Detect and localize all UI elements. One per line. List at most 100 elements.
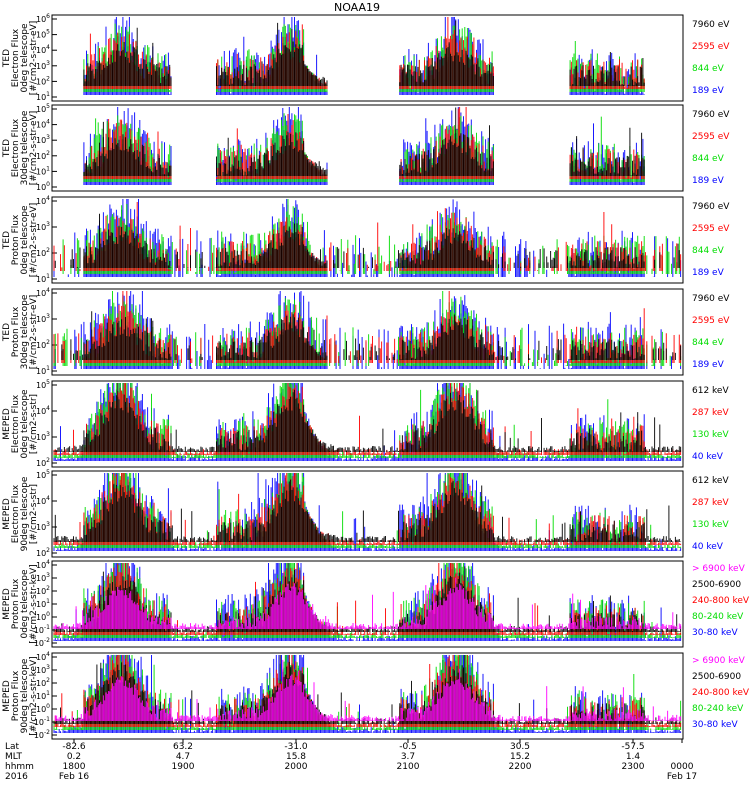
y-axis-label: TED — [2, 49, 12, 68]
footer-lat: 63.2 — [173, 742, 193, 752]
legend-entry: 189 eV — [692, 360, 725, 370]
y-axis-label: 30deg telescope — [20, 294, 30, 369]
y-axis-label: 90deg telescope — [20, 658, 30, 733]
footer-mlt: 15.8 — [286, 752, 306, 762]
y-tick-label: 102 — [36, 75, 50, 86]
footer-row-label: Lat — [5, 742, 20, 752]
y-tick-label: 102 — [36, 247, 50, 258]
footer-hhmm: 2000 — [285, 762, 308, 772]
panel-frame — [51, 196, 684, 284]
y-axis-label: Proton Flux — [11, 670, 21, 721]
y-tick-label: 10-2 — [34, 729, 50, 740]
panel-frame — [51, 288, 684, 376]
footer-mlt: 3.7 — [401, 752, 415, 762]
legend-entry: > 6900 keV — [692, 656, 746, 666]
legend-entry: 30-80 keV — [692, 720, 738, 730]
y-tick-label: 101 — [36, 690, 50, 701]
y-axis-label: 0deg telescope — [20, 23, 30, 93]
legend-entry: 612 keV — [692, 476, 729, 486]
panel-3: 101 102 103 104 TED Proton Flux 0deg telescope… — [2, 195, 730, 284]
y-tick-label: 103 — [36, 664, 50, 675]
y-tick-label: 101 — [36, 165, 50, 176]
footer-lat: -57.5 — [621, 742, 644, 752]
y-axis-label: Electron Flux — [11, 28, 21, 87]
legend-entry: 844 eV — [692, 154, 725, 164]
y-tick-label: 104 — [36, 559, 50, 570]
y-axis-label: TED — [2, 323, 12, 342]
y-axis-label: 30deg telescope — [20, 110, 30, 185]
y-axis-label: TED — [2, 139, 12, 158]
y-tick-label: 103 — [36, 60, 50, 71]
y-tick-label: 103 — [36, 221, 50, 232]
y-axis-label: Electron Flux — [11, 118, 21, 177]
legend-entry: 30-80 keV — [692, 628, 738, 638]
y-tick-label: 105 — [36, 103, 50, 114]
y-tick-label: 106 — [36, 13, 50, 24]
panel-4: 101 102 103 104 TED Proton Flux 30deg telescop… — [2, 287, 730, 376]
legend-entry: 612 keV — [692, 386, 729, 396]
y-axis-label: Proton Flux — [11, 306, 21, 357]
panel-frame — [51, 14, 684, 102]
footer-mlt: 0.2 — [67, 752, 81, 762]
y-axis-label: [#/cm2-s-str] — [29, 394, 39, 454]
flux-trace — [83, 113, 645, 182]
y-tick-label: 104 — [36, 44, 50, 55]
y-tick-label: 104 — [36, 195, 50, 206]
y-tick-label: 10-1 — [34, 624, 50, 635]
y-axis-label: 0deg telescope — [20, 205, 30, 275]
y-tick-label: 10-2 — [34, 637, 50, 648]
y-tick-label: 101 — [36, 598, 50, 609]
legend-entry: 7960 eV — [692, 20, 730, 30]
panel-7: 10-2 10-1 100 101 102 103 104 MEPED Proton Flux 0… — [2, 559, 750, 648]
footer-hhmm: 2100 — [397, 762, 420, 772]
flux-trace — [83, 20, 645, 86]
footer-mlt: 1.4 — [626, 752, 641, 762]
legend-entry: 2500-6900 — [692, 580, 741, 590]
y-tick-label: 105 — [36, 29, 50, 40]
y-tick-label: 101 — [36, 273, 50, 284]
panel-6: 102 103 104 105 MEPED Electron Flux 90deg tele… — [2, 469, 729, 558]
y-axis-label: [#/cm2-s-str-eV] — [29, 295, 39, 370]
y-tick-label: 105 — [36, 469, 50, 480]
footer-lat: -0.5 — [399, 742, 417, 752]
y-tick-label: 102 — [36, 677, 50, 688]
footer-date: Feb 16 — [59, 772, 90, 782]
panel-frame — [51, 104, 684, 192]
legend-entry: 130 keV — [692, 430, 729, 440]
footer-lat: -31.0 — [284, 742, 308, 752]
y-tick-label: 102 — [36, 339, 50, 350]
y-axis-label: [#/cm2-s-str] — [29, 484, 39, 544]
y-tick-label: 103 — [36, 521, 50, 532]
footer-lat: 30.5 — [510, 742, 530, 752]
y-tick-label: 103 — [36, 313, 50, 324]
y-axis-label: Electron Flux — [11, 484, 21, 543]
y-tick-label: 104 — [36, 651, 50, 662]
panel-frame — [51, 380, 684, 468]
legend-entry: 2595 eV — [692, 132, 730, 142]
y-tick-label: 100 — [36, 181, 50, 192]
legend-entry: 287 keV — [692, 408, 729, 418]
footer-hhmm: 2300 — [622, 762, 645, 772]
legend-entry: 130 keV — [692, 520, 729, 530]
y-axis-label: [#/cm2-s-str-eV] — [29, 111, 39, 186]
y-axis-label: MEPED — [2, 680, 12, 712]
footer-row-label: hhmm — [5, 762, 34, 772]
legend-entry: 80-240 keV — [692, 704, 744, 714]
legend-entry: 189 eV — [692, 176, 725, 186]
y-tick-label: 104 — [36, 119, 50, 130]
y-tick-label: 105 — [36, 379, 50, 390]
flux-trace — [53, 479, 682, 542]
legend-entry: 2595 eV — [692, 316, 730, 326]
legend-entry: 844 eV — [692, 64, 725, 74]
y-axis-label: MEPED — [2, 588, 12, 620]
legend-entry: 287 keV — [692, 498, 729, 508]
legend-entry: > 6900 keV — [692, 564, 746, 574]
footer-hhmm: 1900 — [172, 762, 195, 772]
y-tick-label: 100 — [36, 703, 50, 714]
footer-lat: -82.6 — [62, 742, 86, 752]
panel-8: 10-2 10-1 100 101 102 103 104 MEPED Proton Flux 9… — [2, 651, 750, 740]
legend-entry: 844 eV — [692, 338, 725, 348]
